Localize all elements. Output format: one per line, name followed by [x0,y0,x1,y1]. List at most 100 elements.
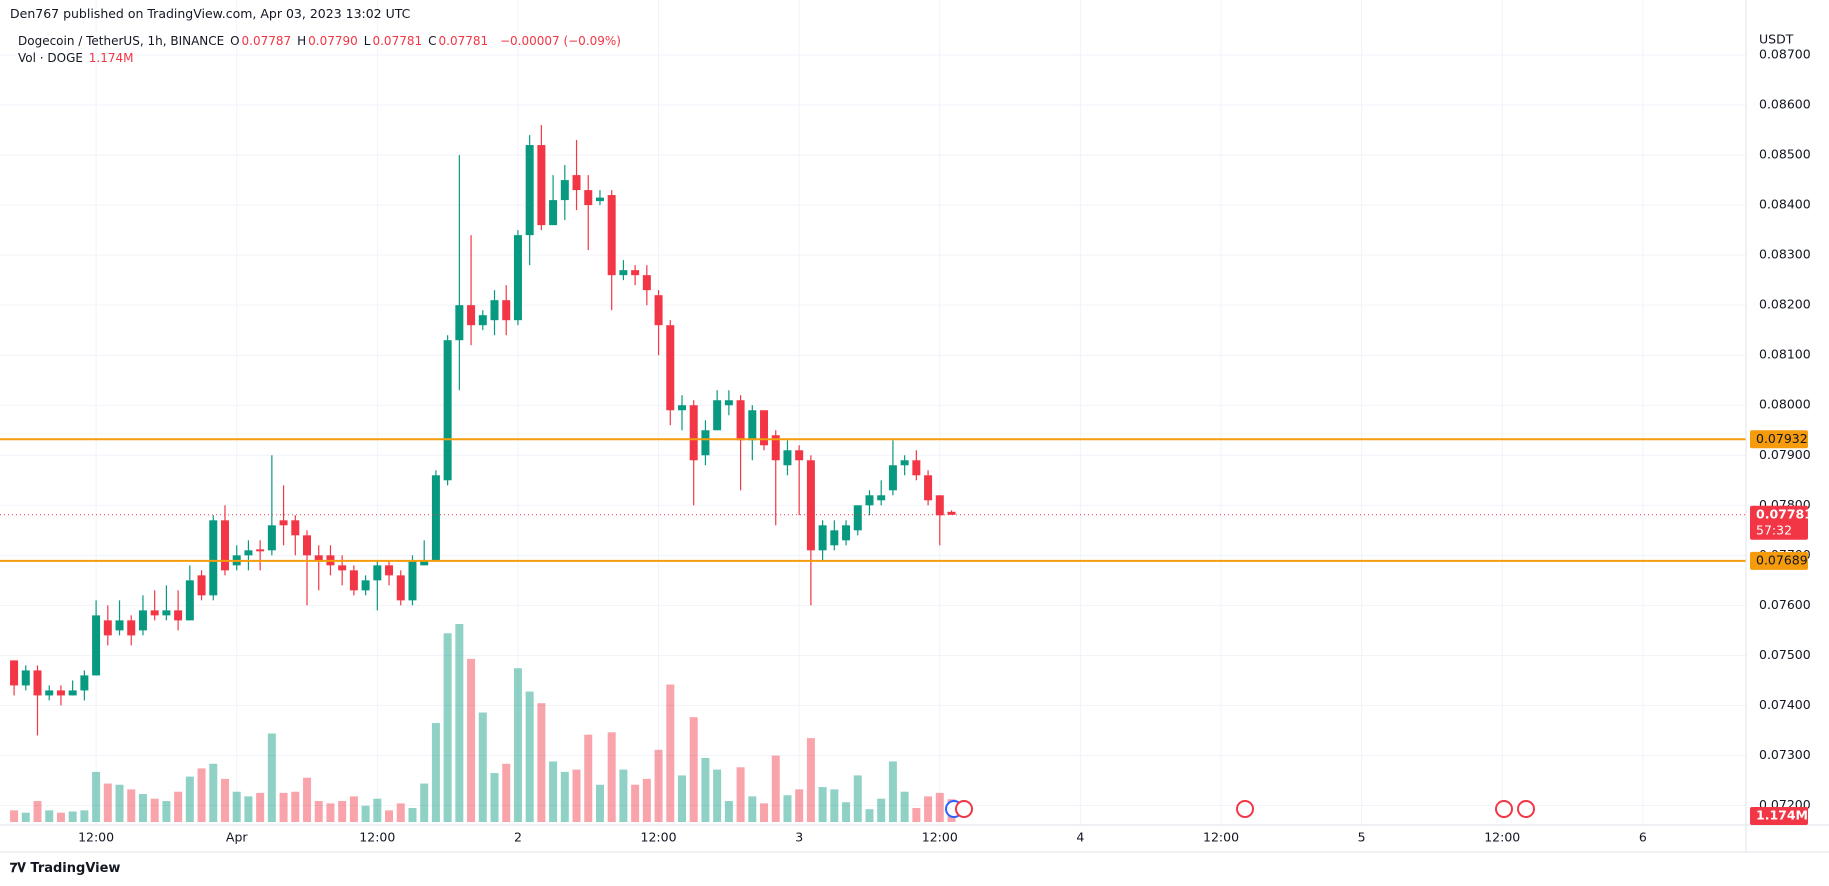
candle-body [642,275,651,291]
volume-bar [267,733,276,822]
y-tick-label: 0.07300 [1759,747,1811,762]
level-label: 0.07932 [1756,431,1808,446]
volume-bar [795,789,804,822]
volume-bar [467,658,476,822]
volume-bar [783,795,792,822]
volume-bar [127,789,136,822]
volume-bar [138,794,147,822]
candle-body [935,495,944,516]
volume-bar [21,812,30,822]
volume-bar [853,775,862,822]
volume-bar [654,749,663,822]
volume-bar [56,812,65,822]
event-icon [1517,800,1535,818]
event-icon [1236,800,1254,818]
volume-bar [185,776,194,822]
x-tick-label: 5 [1358,830,1366,845]
candle-body [373,565,382,581]
candle-body [654,295,663,326]
candle-body [666,325,675,411]
volume-bar [502,763,511,822]
candle-body [549,200,558,226]
ohlc-value: 0.07790 [308,34,358,48]
volume-bar [525,691,534,822]
x-tick-label: 12:00 [1203,830,1239,845]
candle-layer [10,125,956,736]
symbol: Dogecoin / TetherUS, 1h, BINANCE [18,34,225,48]
candle-body [842,525,851,541]
x-tick-label: 12:00 [78,830,114,845]
candle-body [701,430,710,456]
volume-bar [513,668,522,822]
volume-layer [10,624,956,822]
y-tick-label: 0.07400 [1759,697,1811,712]
volume-bar [431,723,440,822]
volume-bar [830,789,839,822]
volume-value: 1.174M [88,51,134,65]
y-tick-label: 0.08500 [1759,147,1811,162]
candle-body [279,520,288,526]
brand-name: TradingView [30,861,121,876]
y-tick-label: 0.08300 [1759,247,1811,262]
volume-bar [818,787,827,822]
candle-body [783,450,792,466]
volume-bar [560,771,569,822]
volume-bar [232,791,241,822]
ohlc-value: 0.07781 [372,34,423,48]
candle-body [21,670,30,686]
volume-bar [92,771,101,822]
ohlc-key: C [428,34,437,48]
volume-bar [537,703,546,822]
volume-bar [595,784,604,822]
volume-bar [150,798,159,822]
volume-bar [443,633,452,822]
level-label: 0.07689 [1756,552,1808,567]
ohlc: O 0.07787 H 0.07790 L 0.07781 C 0.07781 [230,34,494,48]
x-tick-label: 12:00 [641,830,677,845]
currency-label: USDT [1759,32,1794,47]
volume-bar [900,791,909,822]
candle-body [56,690,65,696]
volume-bar [420,783,429,822]
candle-body [572,175,581,191]
y-tick-label: 0.08400 [1759,197,1811,212]
x-tick-label: Apr [226,830,248,845]
volume-bar [103,783,112,822]
candle-body [560,180,569,201]
x-tick-label: 3 [795,830,803,845]
candle-body [138,610,147,631]
volume-bar [924,796,933,822]
grid [0,0,1746,825]
y-tick-label: 0.08200 [1759,297,1811,312]
candle-body [197,575,206,596]
candle-body [115,620,124,631]
candle-body [736,400,745,441]
volume-bar [806,738,815,822]
volume-bar [935,792,944,822]
y-tick-label: 0.08000 [1759,397,1811,412]
countdown-label: 57:32 [1756,522,1792,537]
candle-body [537,145,546,226]
volume-bar [115,784,124,822]
volume-bar [10,810,19,822]
candle-body [760,410,769,446]
candle-body [689,405,698,461]
volume-bar [865,809,874,822]
volume-bar [361,805,370,822]
volume-bar [80,810,89,822]
overlay-layer [0,438,1746,562]
volume-bar [572,769,581,822]
volume-bar [244,796,253,822]
candle-body [349,570,358,591]
candle-body [490,300,499,321]
volume-bar [888,761,897,822]
ohlc-key: L [363,34,371,48]
change: −0.00007 (−0.09%) [499,34,621,48]
volume-bar [478,712,487,822]
candle-body [595,197,604,202]
candle-body [361,580,370,591]
volume-bar [220,778,229,822]
candle-body [220,520,229,571]
volume-bar [256,792,265,822]
